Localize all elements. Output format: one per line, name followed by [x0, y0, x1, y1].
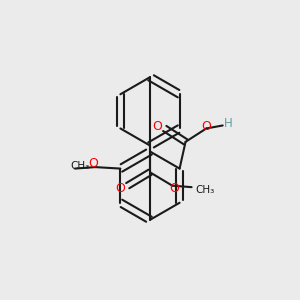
Text: CH₃: CH₃ — [70, 161, 90, 171]
Text: O: O — [89, 157, 99, 170]
Text: O: O — [201, 121, 211, 134]
Text: O: O — [152, 120, 162, 133]
Text: H: H — [224, 118, 233, 130]
Text: O: O — [169, 182, 179, 195]
Text: CH₃: CH₃ — [195, 184, 214, 194]
Text: O: O — [115, 182, 125, 195]
